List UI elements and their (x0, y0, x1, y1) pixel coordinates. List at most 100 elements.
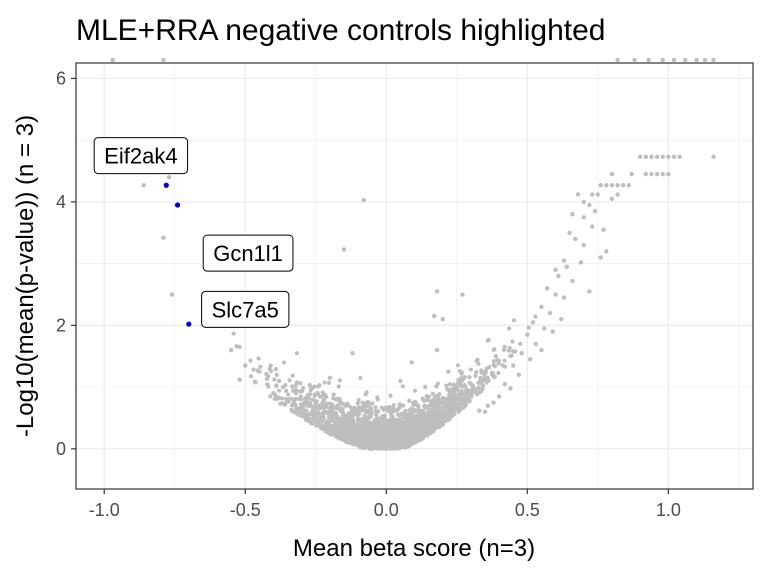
background-point (293, 402, 298, 407)
background-point (374, 434, 380, 439)
background-point (339, 426, 344, 431)
background-point (377, 416, 382, 421)
background-point (344, 437, 349, 442)
background-point (256, 356, 261, 361)
background-point (379, 431, 385, 437)
background-point (443, 418, 449, 423)
background-point (322, 409, 327, 414)
background-point (473, 388, 479, 393)
background-point (340, 436, 345, 441)
background-point (455, 387, 460, 392)
background-point (383, 426, 388, 431)
background-point (401, 403, 406, 408)
background-point (417, 422, 422, 427)
background-point (455, 395, 460, 400)
background-point (343, 420, 348, 425)
background-point (434, 416, 439, 422)
x-axis-ticks: -1.0 -0.5 0.0 0.5 1.0 (89, 489, 681, 520)
background-point (360, 444, 365, 449)
background-point (313, 401, 318, 406)
background-point (370, 401, 375, 406)
background-point (595, 192, 601, 197)
highlight-label-box (201, 290, 290, 328)
background-point (417, 413, 422, 418)
background-point (350, 350, 355, 356)
background-point (430, 403, 435, 408)
background-point (433, 425, 438, 430)
background-point (356, 405, 362, 410)
grid-lines (76, 63, 753, 489)
background-point (375, 426, 380, 431)
background-point (511, 318, 517, 323)
background-point (637, 154, 643, 160)
background-point (299, 396, 304, 402)
background-point (449, 390, 454, 395)
background-point (283, 382, 288, 388)
background-point (409, 406, 414, 411)
background-point (248, 374, 254, 379)
background-point (573, 236, 578, 242)
background-point (590, 224, 595, 229)
background-point (363, 418, 369, 423)
background-point (609, 196, 615, 202)
background-point (310, 409, 315, 414)
background-point (391, 403, 396, 408)
background-point (344, 424, 349, 429)
highlighted-point (186, 321, 192, 327)
background-point (467, 380, 472, 385)
background-point (590, 192, 595, 197)
background-point (643, 171, 649, 177)
background-point (501, 347, 507, 352)
background-point (383, 405, 388, 410)
background-point (629, 171, 634, 177)
background-point (169, 292, 175, 297)
background-point (482, 377, 488, 382)
background-point (369, 443, 375, 448)
background-point (334, 396, 340, 402)
background-point (431, 428, 436, 433)
background-point (561, 295, 567, 300)
background-point (398, 431, 403, 437)
background-point (355, 428, 361, 433)
background-point (428, 430, 433, 436)
background-point (341, 247, 347, 252)
background-point (460, 292, 465, 297)
background-point (479, 370, 484, 375)
background-point (379, 405, 384, 410)
background-point (421, 425, 427, 430)
background-point (252, 379, 257, 384)
background-point (516, 372, 522, 377)
background-point (671, 57, 677, 63)
background-point (355, 443, 360, 448)
background-point (338, 420, 343, 425)
background-point (310, 397, 315, 402)
background-point (547, 310, 553, 316)
background-point (570, 212, 575, 217)
x-axis-title: Mean beta score (n=3) (293, 535, 535, 562)
background-point (711, 154, 716, 160)
background-point (649, 171, 654, 177)
x-tick-label: -1.0 (89, 500, 120, 520)
background-point (335, 426, 340, 431)
background-point (363, 392, 368, 397)
background-point (601, 227, 606, 232)
background-point (423, 405, 428, 410)
background-point (237, 377, 242, 382)
background-point (539, 347, 544, 353)
background-point (447, 415, 452, 421)
background-point (392, 419, 397, 425)
background-point (455, 392, 460, 397)
x-tick-label: 1.0 (656, 500, 681, 520)
background-point (319, 404, 324, 409)
background-point (386, 442, 392, 447)
background-point (511, 363, 516, 368)
background-point (395, 412, 401, 417)
background-point (423, 384, 428, 389)
background-point (558, 317, 564, 322)
background-point (384, 420, 389, 425)
background-point (654, 171, 660, 177)
background-point (405, 440, 411, 446)
background-point (372, 418, 377, 423)
background-point (286, 392, 291, 397)
background-point (430, 413, 435, 418)
